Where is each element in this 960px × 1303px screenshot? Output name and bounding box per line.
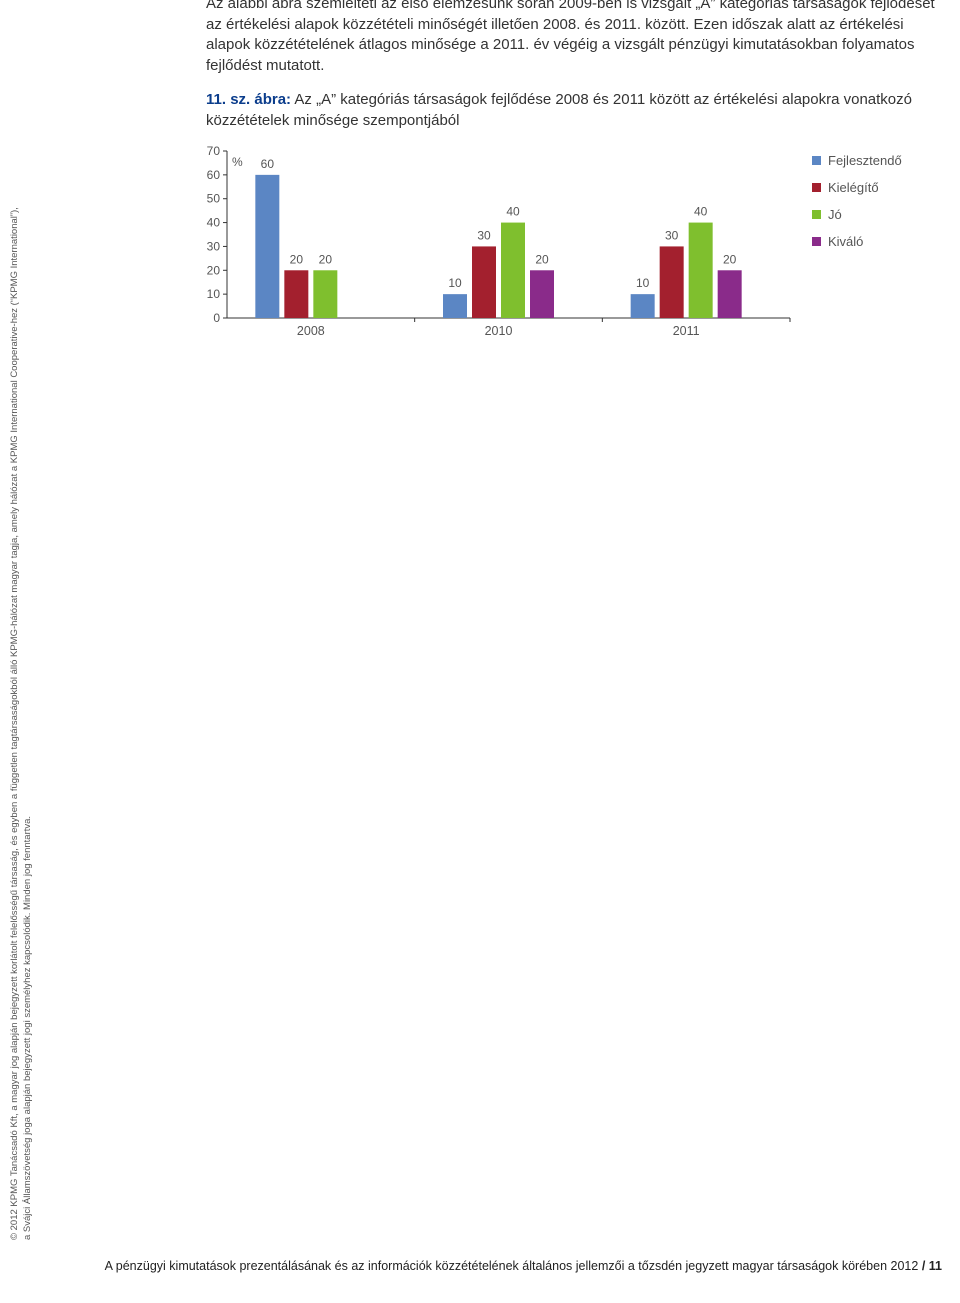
y-tick-label: 50 (207, 192, 221, 206)
copyright-line-2: a Svájci Államszövetség joga alapján bej… (22, 815, 33, 1240)
figure-label: 11. sz. ábra: (206, 91, 292, 108)
data-label: 10 (636, 276, 650, 290)
bar (501, 222, 525, 318)
bar (659, 246, 684, 318)
data-label: 20 (290, 252, 304, 266)
copyright-notice: © 2012 KPMG Tanácsadó Kft, a magyar jog … (8, 80, 34, 1240)
figure-caption-text: Az „A” kategóriás társaságok fejlődése 2… (206, 91, 912, 129)
data-label: 20 (535, 252, 549, 266)
y-tick-label: 70 (207, 144, 221, 158)
legend-swatch (812, 210, 821, 219)
footer-text: A pénzügyi kimutatások prezentálásának é… (105, 1259, 942, 1273)
legend-label: Jó (828, 207, 842, 222)
y-tick-label: 10 (207, 287, 221, 301)
bar (313, 270, 338, 318)
legend-swatch (812, 183, 821, 192)
legend-label: Kielégítő (828, 180, 879, 195)
bar (472, 246, 496, 318)
bar (717, 270, 742, 318)
legend-item: Jó (812, 201, 902, 228)
bar-chart: 0 10 20 30 40 50 60 70% 60 20 20 2008 10 30 40 20 2010 10… (207, 144, 791, 338)
data-label: 10 (448, 276, 462, 290)
y-tick-label: 20 (207, 263, 221, 277)
bar (688, 222, 713, 318)
y-tick-label: 30 (207, 239, 221, 253)
footer-title: A pénzügyi kimutatások prezentálásának é… (104, 1259, 888, 1273)
data-label: 40 (506, 205, 520, 219)
y-tick-label: 0 (213, 311, 220, 325)
data-label: 30 (665, 228, 679, 242)
y-axis-label: % (232, 155, 243, 169)
footer-year: 2012 (890, 1259, 919, 1273)
footer-separator: / (921, 1259, 926, 1273)
legend-swatch (812, 237, 821, 246)
bar (530, 270, 554, 318)
legend-label: Kiváló (828, 234, 864, 249)
legend-swatch (812, 156, 821, 165)
copyright-line-1: © 2012 KPMG Tanácsadó Kft, a magyar jog … (9, 207, 20, 1240)
intro-paragraph: Az alábbi ábra szemlélteti az első elemz… (206, 0, 935, 74)
x-tick-label: 2008 (297, 324, 325, 338)
x-tick-label: 2011 (673, 324, 700, 338)
legend-label: Fejlesztendő (828, 153, 902, 168)
chart-legend: Fejlesztendő Kielégítő Jó Kiváló (812, 147, 902, 255)
data-label: 20 (319, 252, 333, 266)
data-label: 20 (723, 252, 737, 266)
bar (255, 174, 280, 318)
data-label: 40 (694, 205, 708, 219)
figure-caption: 11. sz. ábra: Az „A” kategóriás társaság… (206, 90, 946, 131)
page-footer: A pénzügyi kimutatások prezentálásának é… (0, 1247, 960, 1303)
y-tick-label: 40 (207, 216, 221, 230)
footer-bar: A pénzügyi kimutatások prezentálásának é… (105, 1247, 960, 1303)
legend-item: Fejlesztendő (812, 147, 902, 174)
legend-item: Kiváló (812, 228, 902, 255)
y-tick-label: 60 (207, 168, 221, 182)
page-number: 11 (928, 1259, 942, 1273)
bar (284, 270, 309, 318)
x-tick-label: 2010 (485, 324, 513, 338)
bar (443, 294, 467, 318)
data-label: 60 (261, 157, 275, 171)
data-label: 30 (477, 228, 491, 242)
legend-item: Kielégítő (812, 174, 902, 201)
bar (630, 294, 655, 318)
